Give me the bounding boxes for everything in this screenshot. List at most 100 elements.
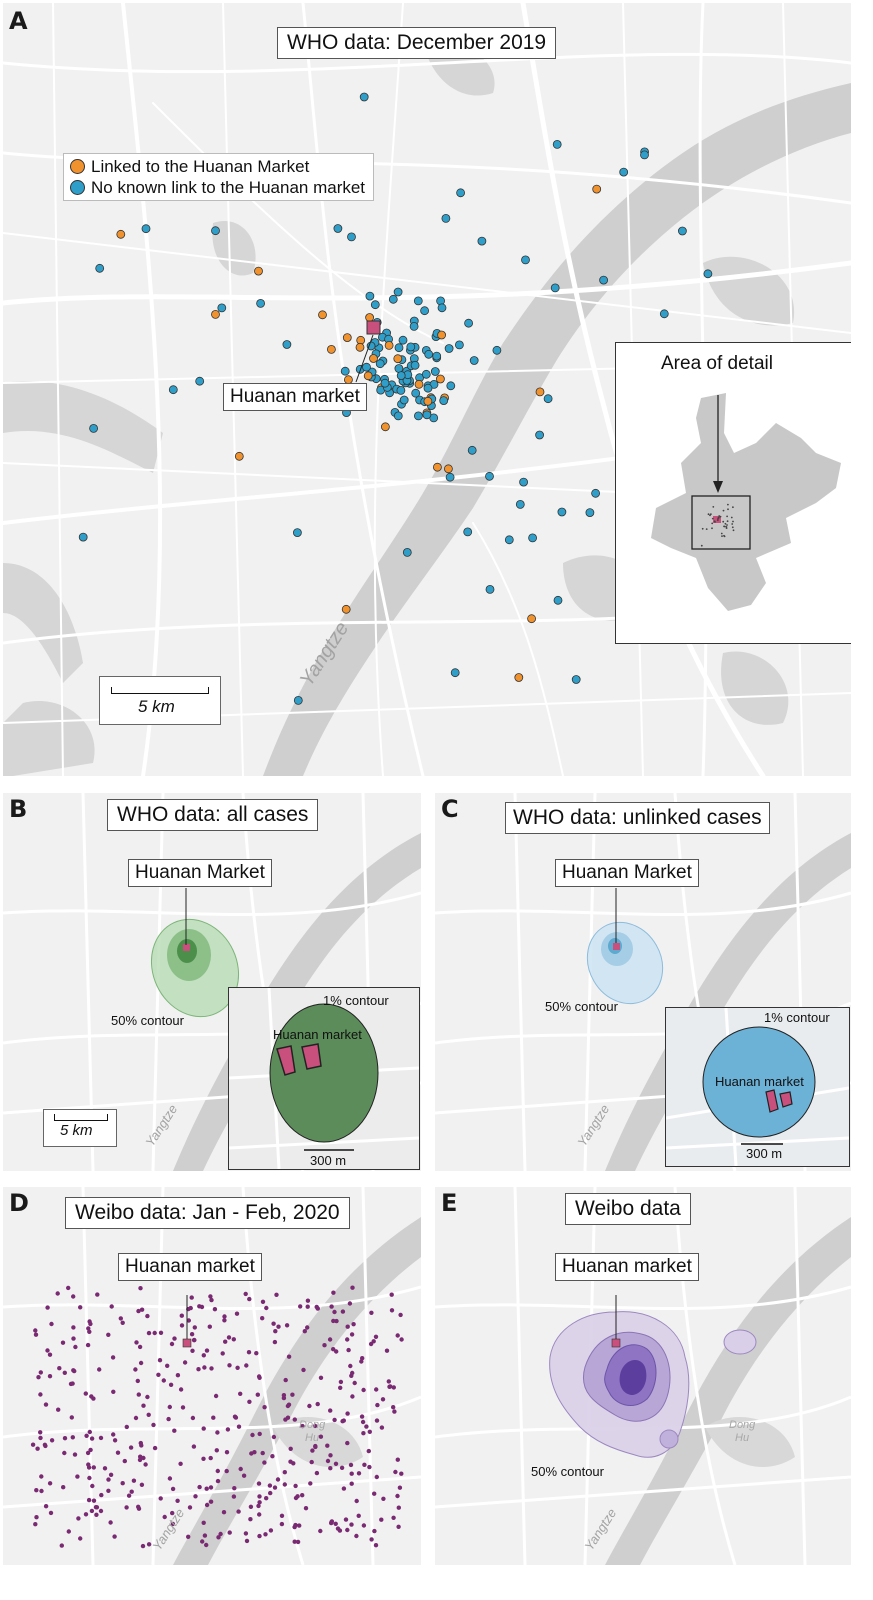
case-dot [402,548,412,557]
weibo-point [158,1496,163,1501]
weibo-point [120,1481,125,1486]
case-dot [557,507,567,517]
case-dot [640,150,649,160]
panel-d-title: Weibo data: Jan - Feb, 2020 [65,1197,350,1229]
weibo-point [214,1448,219,1453]
weibo-point [257,1431,262,1437]
legend-unlinked-label: No known link to the Huanan market [91,177,366,197]
panel-e-label: E [441,1189,458,1217]
weibo-point [268,1528,274,1533]
case-dot [454,340,464,350]
inset-case-dot [720,532,723,535]
weibo-point [345,1411,350,1416]
weibo-point [364,1424,369,1429]
weibo-point [208,1455,213,1461]
inset-case-dot [723,525,725,528]
inset-case-dot [711,527,713,530]
weibo-point [314,1304,319,1310]
weibo-point [186,1534,191,1539]
weibo-point [137,1344,143,1350]
weibo-point [208,1294,213,1299]
weibo-point [60,1340,66,1345]
panel-e-lake-label-2: Hu [735,1432,750,1444]
weibo-point [349,1522,354,1527]
scale-bar [111,687,209,694]
weibo-point [76,1516,81,1521]
case-dot [359,92,369,102]
weibo-point [339,1465,345,1470]
market-building-2 [779,1091,793,1108]
case-dot [432,351,442,361]
weibo-point [305,1298,311,1303]
inset-case-dot [722,520,725,523]
weibo-point [298,1304,303,1309]
legend-linked-label: Linked to the Huanan Market [91,156,310,176]
weibo-point [190,1348,195,1353]
yangtze-river [263,83,851,776]
weibo-point [334,1318,339,1324]
weibo-point [257,1494,262,1499]
weibo-point [340,1309,346,1314]
weibo-point [350,1394,355,1399]
weibo-point [56,1407,61,1412]
inset-case-dot [731,526,734,529]
case-dot [254,266,263,276]
weibo-point [238,1466,243,1472]
market-marker [366,320,381,335]
weibo-point [247,1399,252,1404]
inset-case-dot [719,515,722,518]
panel-d-lake-label-1: Dong [299,1419,326,1431]
panel-e-map: E Weibo data Huanan market 50% contour D… [435,1187,851,1565]
legend-linked: Linked to the Huanan Market [70,156,365,177]
case-dots [78,92,713,705]
weibo-point [379,1517,384,1522]
case-dot [703,269,713,279]
weibo-point [360,1356,365,1361]
weibo-point [396,1505,401,1510]
weibo-point [272,1339,278,1345]
weibo-point [97,1367,102,1372]
weibo-point [231,1494,237,1499]
inset-scale-label: 300 m [310,1153,347,1168]
panel-a-market-label: Huanan market [223,383,367,411]
panel-e-title: Weibo data [565,1193,691,1225]
weibo-point [133,1415,139,1421]
weibo-point [256,1481,262,1486]
weibo-point [66,1285,71,1291]
panel-c-title: WHO data: unlinked cases [505,802,770,834]
weibo-point [141,1403,146,1408]
weibo-point [145,1394,150,1400]
weibo-point [250,1432,255,1438]
inset-scale-label: 300 m [746,1146,783,1161]
weibo-point [49,1321,54,1327]
weibo-point [139,1307,145,1312]
weibo-point [338,1379,344,1385]
weibo-point [341,1486,347,1491]
panel-d-lake-label-2: Hu [305,1432,320,1444]
case-dot [256,298,266,308]
weibo-point [111,1432,116,1437]
weibo-point [167,1476,173,1481]
case-dot [422,410,432,420]
blue-dot-icon [70,180,85,195]
weibo-point [87,1429,93,1435]
case-dot [550,283,560,293]
weibo-point [275,1477,281,1482]
weibo-point [166,1416,171,1422]
weibo-point [361,1387,366,1393]
weibo-point [345,1527,350,1533]
weibo-point [257,1500,262,1505]
panel-b-market-label: Huanan Market [128,859,272,887]
weibo-point [84,1433,89,1438]
weibo-point [393,1469,398,1475]
case-dot [195,376,205,386]
weibo-point [303,1506,309,1511]
weibo-point [375,1402,380,1408]
weibo-point [216,1535,221,1540]
weibo-point [260,1450,265,1456]
weibo-point [201,1353,206,1358]
weibo-point [193,1494,198,1499]
weibo-point [362,1462,367,1467]
panel-d-basemap [3,1187,421,1565]
inset-market-label: Huanan market [273,1027,362,1042]
